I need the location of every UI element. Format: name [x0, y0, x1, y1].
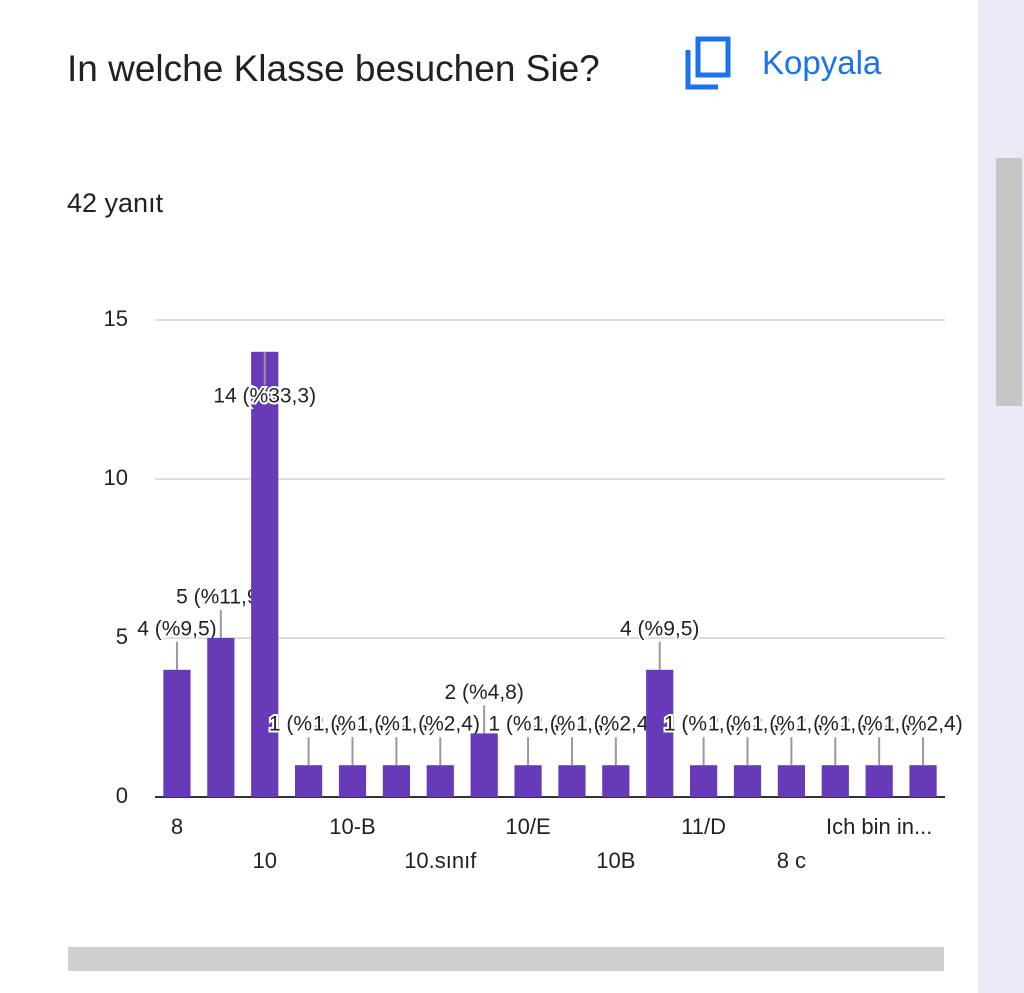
- horizontal-scrollbar[interactable]: [68, 947, 944, 971]
- response-count: 42 yanıt: [67, 188, 164, 218]
- data-label: 1 (%2,4): [269, 713, 348, 736]
- x-tick-label: 8 c: [777, 848, 806, 873]
- bar: [733, 765, 762, 797]
- copy-label: Kopyala: [762, 44, 882, 81]
- y-tick-label: 10: [104, 465, 128, 490]
- data-label: 1 (%2,4): [796, 713, 875, 736]
- bar: [558, 765, 586, 797]
- data-label: 1 (%2,4): [357, 713, 436, 736]
- data-label: 4 (%9,5): [137, 617, 216, 640]
- bar: [909, 765, 937, 797]
- bar: [865, 765, 893, 797]
- data-label: 2 (%4,8): [444, 681, 523, 704]
- x-tick-label: 10/E: [505, 814, 550, 839]
- x-tick-label: 11/D: [681, 814, 726, 839]
- copy-icon: [685, 36, 731, 90]
- x-tick-label: 8: [171, 814, 183, 839]
- bar: [821, 765, 849, 797]
- data-label: 1 (%2,4): [313, 713, 392, 736]
- question-title: In welche Klasse besuchen Sie?: [67, 48, 600, 89]
- copy-button[interactable]: Kopyala: [684, 36, 881, 90]
- bar: [207, 638, 235, 797]
- bar: [426, 765, 454, 797]
- data-label: 1 (%2,4): [708, 713, 787, 736]
- bar: [514, 765, 542, 797]
- x-tick-label: 10.sınıf: [404, 848, 477, 873]
- bar: [163, 669, 191, 797]
- y-tick-label: 5: [116, 624, 128, 649]
- data-label: 1 (%2,4): [839, 713, 918, 736]
- y-tick-label: 0: [116, 783, 128, 808]
- data-label: 1 (%2,4): [576, 713, 655, 736]
- data-label: 1 (%2,4): [883, 713, 962, 736]
- bar: [251, 351, 279, 797]
- x-tick-label: 10B: [596, 848, 635, 873]
- data-label: 1 (%2,4): [532, 713, 611, 736]
- card: [0, 0, 978, 993]
- data-label: 1 (%2,4): [664, 713, 743, 736]
- scrollbar[interactable]: [996, 158, 1022, 406]
- data-label: 1 (%2,4): [401, 713, 480, 736]
- bar: [690, 765, 718, 797]
- data-label: 4 (%9,5): [620, 617, 699, 640]
- bar: [646, 669, 674, 797]
- data-label: 1 (%2,4): [752, 713, 831, 736]
- bar: [382, 765, 410, 797]
- x-tick-label: 10-B: [329, 814, 375, 839]
- x-tick-label: Ich bin in...: [826, 814, 932, 839]
- data-label: 1 (%2,4): [488, 713, 567, 736]
- bar: [470, 733, 498, 797]
- bar: [295, 765, 323, 797]
- bar: [338, 765, 367, 797]
- bar: [777, 765, 805, 797]
- y-tick-label: 15: [104, 306, 128, 331]
- bar: [602, 765, 630, 797]
- data-label: 14 (%33,3): [213, 384, 316, 407]
- x-tick-label: 10: [252, 848, 276, 873]
